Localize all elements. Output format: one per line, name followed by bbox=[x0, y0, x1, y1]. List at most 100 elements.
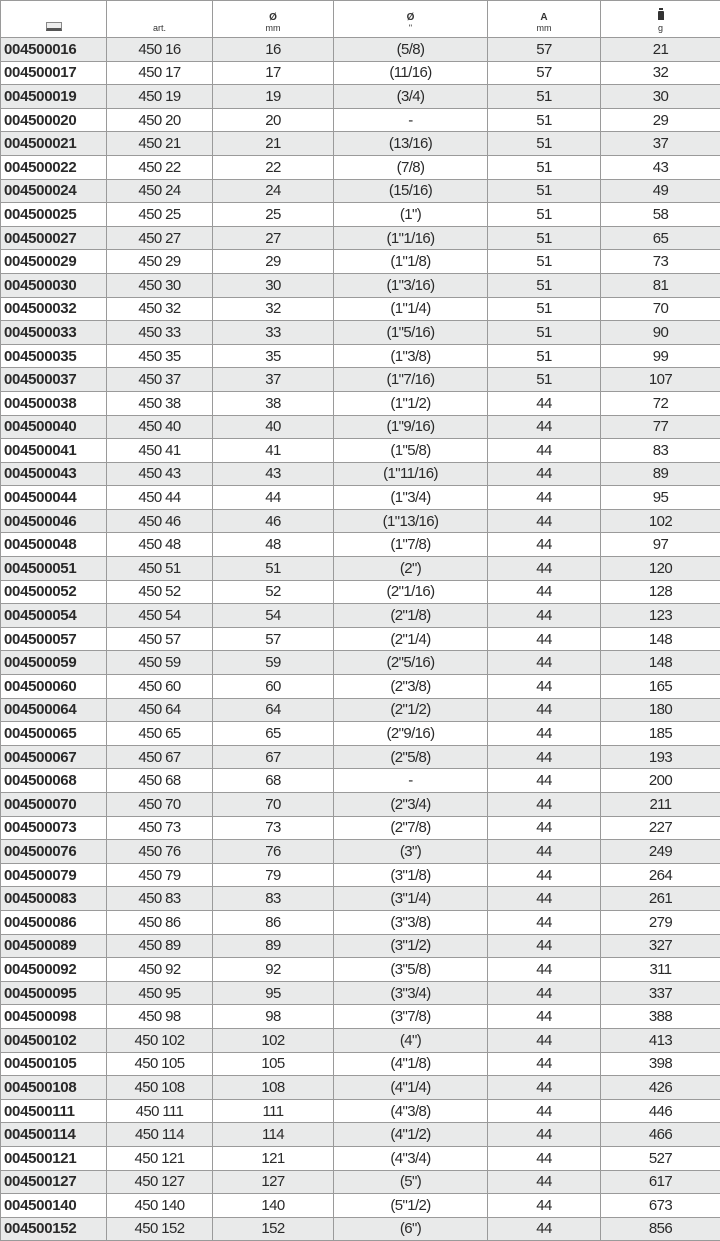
cell-code: 004500035 bbox=[1, 344, 107, 368]
cell-diameter-inch: (2"3/4) bbox=[334, 793, 488, 817]
cell-diameter-mm: 46 bbox=[213, 509, 334, 533]
cell-diameter-inch: (4"1/4) bbox=[334, 1076, 488, 1100]
cell-diameter-mm: 98 bbox=[213, 1005, 334, 1029]
cell-code: 004500022 bbox=[1, 155, 107, 179]
cell-diameter-mm: 114 bbox=[213, 1123, 334, 1147]
header-art-label: art. bbox=[153, 23, 166, 33]
cell-a-mm: 44 bbox=[488, 769, 601, 793]
cell-weight-g: 30 bbox=[601, 85, 720, 109]
cell-art: 450 59 bbox=[107, 651, 213, 675]
cell-diameter-inch: (2"1/16) bbox=[334, 580, 488, 604]
cell-art: 450 86 bbox=[107, 910, 213, 934]
cell-a-mm: 51 bbox=[488, 108, 601, 132]
cell-code: 004500092 bbox=[1, 958, 107, 982]
cell-a-mm: 44 bbox=[488, 722, 601, 746]
cell-a-mm: 51 bbox=[488, 321, 601, 345]
cell-diameter-inch: (2"7/8) bbox=[334, 816, 488, 840]
cell-code: 004500048 bbox=[1, 533, 107, 557]
cell-code: 004500054 bbox=[1, 604, 107, 628]
cell-art: 450 24 bbox=[107, 179, 213, 203]
cell-diameter-inch: (4"3/8) bbox=[334, 1099, 488, 1123]
cell-code: 004500102 bbox=[1, 1028, 107, 1052]
cell-art: 450 79 bbox=[107, 863, 213, 887]
cell-code: 004500083 bbox=[1, 887, 107, 911]
cell-diameter-inch: - bbox=[334, 108, 488, 132]
cell-diameter-mm: 67 bbox=[213, 745, 334, 769]
cell-diameter-inch: (1"3/8) bbox=[334, 344, 488, 368]
cell-diameter-mm: 70 bbox=[213, 793, 334, 817]
cell-code: 004500065 bbox=[1, 722, 107, 746]
cell-a-mm: 57 bbox=[488, 38, 601, 62]
cell-code: 004500079 bbox=[1, 863, 107, 887]
cell-diameter-mm: 35 bbox=[213, 344, 334, 368]
cell-a-mm: 51 bbox=[488, 155, 601, 179]
cell-weight-g: 211 bbox=[601, 793, 720, 817]
cell-diameter-mm: 22 bbox=[213, 155, 334, 179]
unit-label: g bbox=[658, 23, 663, 33]
cell-weight-g: 73 bbox=[601, 250, 720, 274]
cell-art: 450 25 bbox=[107, 203, 213, 227]
cell-diameter-inch: (3"1/4) bbox=[334, 887, 488, 911]
cell-diameter-mm: 140 bbox=[213, 1194, 334, 1218]
cell-diameter-inch: (6") bbox=[334, 1217, 488, 1241]
cell-diameter-inch: (4"1/8) bbox=[334, 1052, 488, 1076]
cell-art: 450 43 bbox=[107, 462, 213, 486]
cell-a-mm: 51 bbox=[488, 226, 601, 250]
cell-a-mm: 44 bbox=[488, 533, 601, 557]
unit-label: mm bbox=[266, 23, 281, 33]
cell-weight-g: 32 bbox=[601, 61, 720, 85]
cell-a-mm: 44 bbox=[488, 675, 601, 699]
cell-weight-g: 617 bbox=[601, 1170, 720, 1194]
cell-weight-g: 856 bbox=[601, 1217, 720, 1241]
cell-code: 004500017 bbox=[1, 61, 107, 85]
cell-weight-g: 70 bbox=[601, 297, 720, 321]
cell-a-mm: 44 bbox=[488, 816, 601, 840]
cell-code: 004500024 bbox=[1, 179, 107, 203]
cell-diameter-mm: 37 bbox=[213, 368, 334, 392]
cell-weight-g: 249 bbox=[601, 840, 720, 864]
cell-diameter-mm: 83 bbox=[213, 887, 334, 911]
cell-art: 450 44 bbox=[107, 486, 213, 510]
cell-diameter-inch: (1"3/16) bbox=[334, 273, 488, 297]
cell-diameter-mm: 32 bbox=[213, 297, 334, 321]
cell-art: 450 37 bbox=[107, 368, 213, 392]
cell-code: 004500076 bbox=[1, 840, 107, 864]
cell-a-mm: 44 bbox=[488, 981, 601, 1005]
cell-a-mm: 44 bbox=[488, 557, 601, 581]
cell-a-mm: 44 bbox=[488, 1194, 601, 1218]
cell-weight-g: 43 bbox=[601, 155, 720, 179]
cell-code: 004500051 bbox=[1, 557, 107, 581]
cell-weight-g: 148 bbox=[601, 627, 720, 651]
cell-art: 450 22 bbox=[107, 155, 213, 179]
cell-diameter-mm: 43 bbox=[213, 462, 334, 486]
cell-a-mm: 44 bbox=[488, 580, 601, 604]
cell-code: 004500098 bbox=[1, 1005, 107, 1029]
cell-code: 004500086 bbox=[1, 910, 107, 934]
cell-code: 004500020 bbox=[1, 108, 107, 132]
cell-code: 004500044 bbox=[1, 486, 107, 510]
cell-art: 450 64 bbox=[107, 698, 213, 722]
cell-weight-g: 123 bbox=[601, 604, 720, 628]
cell-diameter-mm: 51 bbox=[213, 557, 334, 581]
cell-diameter-inch: (1"11/16) bbox=[334, 462, 488, 486]
cell-a-mm: 51 bbox=[488, 297, 601, 321]
cell-diameter-mm: 152 bbox=[213, 1217, 334, 1241]
cell-diameter-inch: (3") bbox=[334, 840, 488, 864]
cell-weight-g: 102 bbox=[601, 509, 720, 533]
cell-a-mm: 44 bbox=[488, 887, 601, 911]
cell-code: 004500105 bbox=[1, 1052, 107, 1076]
